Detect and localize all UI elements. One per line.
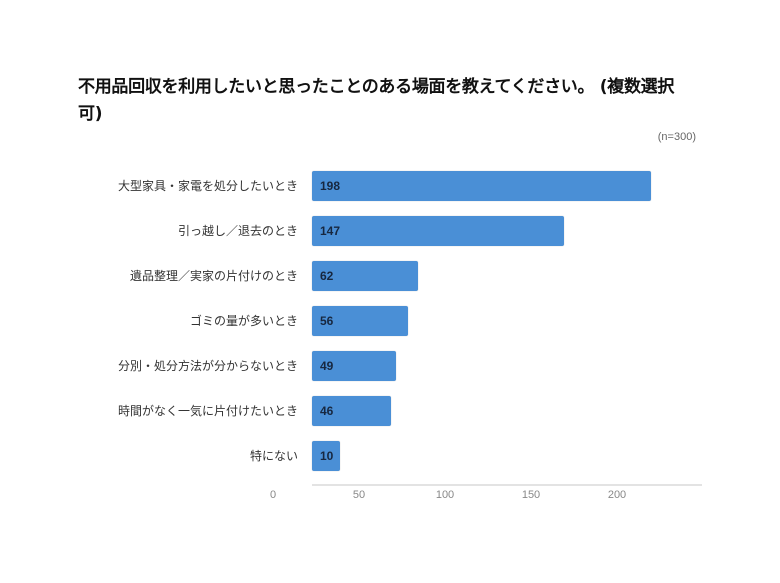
bar: 49 (312, 351, 396, 381)
category-label: 時間がなく一気に片付けたいとき (117, 404, 298, 418)
value-label: 49 (320, 359, 334, 373)
bar-row: 特にない 10 (0, 441, 780, 471)
value-label: 198 (320, 179, 341, 193)
x-tick-label: 200 (607, 489, 627, 501)
category-label: 遺品整理／実家の片付けのとき (129, 269, 298, 283)
x-axis-line (312, 484, 702, 486)
bar: 10 (312, 441, 340, 471)
bar: 56 (312, 306, 408, 336)
value-label: 147 (320, 224, 341, 238)
x-tick-label: 150 (521, 489, 541, 501)
bar: 46 (312, 396, 391, 426)
x-tick-label: 100 (435, 489, 455, 501)
category-label: ゴミの量が多いとき (189, 314, 298, 328)
value-label: 10 (320, 449, 334, 463)
x-tick-label: 0 (269, 489, 277, 501)
bar: 62 (312, 261, 418, 291)
category-label: 引っ越し／退去のとき (177, 224, 298, 238)
bar-row: ゴミの量が多いとき 56 (0, 306, 780, 336)
category-label: 特にない (249, 449, 298, 463)
category-label: 大型家具・家電を処分したいとき (117, 179, 298, 193)
bar-row: 分別・処分方法が分からないとき 49 (0, 351, 780, 381)
chart-title: 不用品回収を利用したいと思ったことのある場面を教えてください。 (複数選択可) (78, 77, 675, 124)
value-label: 56 (320, 314, 334, 328)
value-label: 46 (320, 404, 334, 418)
bar-row: 引っ越し／退去のとき 147 (0, 216, 780, 246)
bar-row: 大型家具・家電を処分したいとき 198 (0, 171, 780, 201)
bar-row: 時間がなく一気に片付けたいとき 46 (0, 396, 780, 426)
value-label: 62 (320, 269, 334, 283)
bar-row: 遺品整理／実家の片付けのとき 62 (0, 261, 780, 291)
x-tick-label: 50 (352, 489, 366, 501)
sample-size-note: (n=300) (657, 131, 696, 143)
bar: 198 (312, 171, 651, 201)
bar: 147 (312, 216, 564, 246)
category-label: 分別・処分方法が分からないとき (117, 359, 298, 373)
